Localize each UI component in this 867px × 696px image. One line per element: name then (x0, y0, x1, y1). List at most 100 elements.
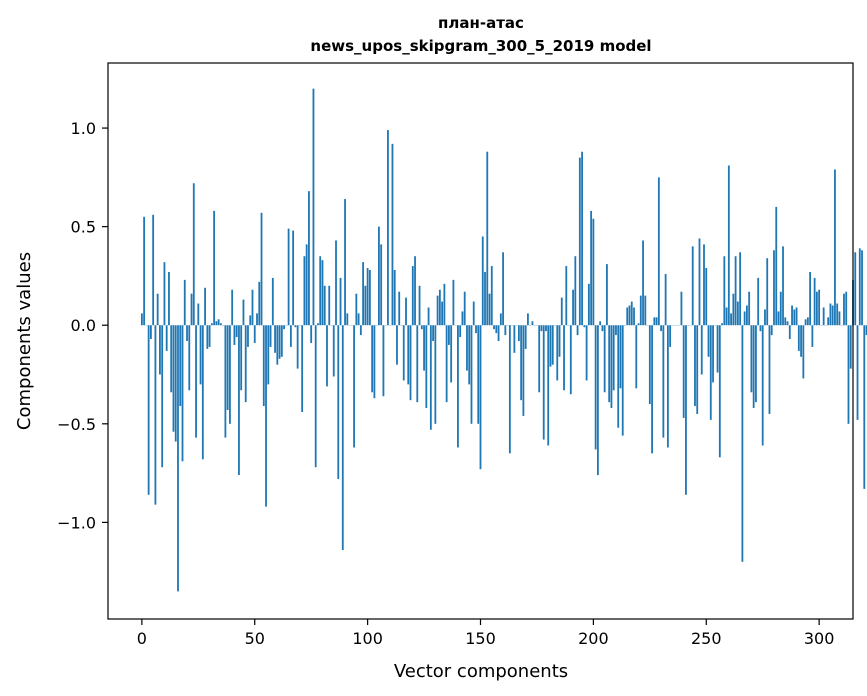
bar-252 (709, 325, 712, 420)
bar-72 (303, 256, 306, 326)
bar-219 (635, 325, 638, 389)
bar-259 (725, 307, 728, 326)
bar-130 (434, 325, 437, 424)
bar-213 (621, 325, 624, 436)
bar-46 (244, 325, 247, 403)
bar-69 (296, 325, 299, 369)
bar-99 (364, 285, 367, 326)
bar-255 (716, 325, 719, 373)
bar-152 (484, 271, 486, 326)
bar-114 (398, 291, 401, 326)
bar-23 (192, 183, 195, 326)
chart-subtitle: news_upos_skipgram_300_5_2019 model (310, 37, 651, 55)
x-tick-label: 150 (465, 629, 496, 648)
bar-167 (517, 325, 520, 341)
bar-131 (436, 295, 439, 326)
bar-177 (540, 325, 543, 332)
bar-230 (660, 325, 663, 332)
bar-58 (271, 277, 274, 326)
bar-119 (409, 325, 412, 401)
bar-181 (549, 325, 552, 367)
bar-210 (615, 325, 617, 336)
x-axis-label: Vector components (394, 661, 568, 682)
bar-140 (457, 325, 459, 448)
bar-296 (809, 271, 812, 326)
bar-66 (289, 325, 292, 347)
bar-149 (477, 325, 480, 424)
bar-15 (174, 325, 177, 442)
bar-297 (811, 325, 814, 347)
bar-163 (508, 325, 511, 454)
bar-143 (463, 291, 466, 326)
bar-18 (181, 325, 184, 462)
bar-266 (741, 325, 744, 562)
bar-305 (829, 303, 832, 326)
bar-79 (319, 256, 322, 326)
bar-19 (183, 279, 186, 326)
bar-184 (556, 325, 559, 381)
bar-35 (219, 323, 222, 326)
bar-4 (149, 325, 152, 340)
bar-282 (777, 311, 780, 326)
bar-199 (590, 210, 593, 326)
bar-241 (685, 325, 687, 495)
bar-40 (231, 289, 234, 326)
bar-32 (213, 210, 216, 326)
bar-53 (260, 212, 263, 326)
bar-179 (545, 325, 547, 332)
bar-146 (470, 325, 473, 424)
bar-168 (520, 325, 523, 401)
bar-212 (619, 325, 622, 389)
bar-314 (849, 325, 852, 369)
bar-24 (195, 325, 197, 438)
bar-299 (815, 291, 818, 326)
bar-71 (301, 325, 304, 412)
bar-161 (504, 325, 507, 336)
bar-44 (240, 325, 243, 391)
bar-275 (761, 325, 764, 446)
bar-258 (723, 256, 726, 326)
bar-311 (843, 293, 845, 326)
bar-225 (648, 325, 651, 405)
bar-233 (666, 325, 669, 448)
bar-156 (493, 325, 495, 330)
bar-112 (393, 270, 396, 326)
bar-85 (332, 325, 335, 377)
bar-3 (147, 325, 150, 495)
bar-77 (314, 325, 317, 468)
bar-68 (294, 325, 297, 328)
bar-97 (359, 325, 362, 336)
bar-98 (362, 262, 365, 326)
bar-22 (190, 293, 193, 326)
bar-45 (242, 299, 245, 326)
bar-218 (633, 307, 635, 326)
bar-264 (736, 301, 739, 326)
bar-317 (856, 325, 859, 420)
bar-134 (443, 283, 446, 326)
bar-281 (775, 206, 778, 326)
bar-14 (172, 325, 175, 432)
bar-126 (425, 325, 428, 409)
bar-122 (416, 325, 419, 403)
bar-229 (657, 177, 660, 326)
bar-47 (247, 325, 249, 347)
bar-42 (235, 325, 238, 338)
x-tick-label: 250 (691, 629, 722, 648)
chart-title: план-атас (438, 14, 524, 32)
bar-291 (797, 325, 800, 351)
bar-12 (168, 271, 170, 326)
bar-124 (420, 325, 423, 330)
bar-186 (560, 297, 563, 326)
bar-144 (466, 325, 468, 371)
bar-249 (703, 244, 705, 326)
x-tick-label: 50 (245, 629, 265, 648)
bar-155 (490, 266, 493, 326)
bar-78 (317, 323, 319, 326)
bar-234 (669, 325, 672, 347)
bar-271 (752, 325, 755, 409)
bar-49 (251, 289, 254, 326)
bar-56 (267, 325, 270, 385)
bar-215 (626, 307, 629, 326)
x-tick-label: 100 (352, 629, 383, 648)
bar-147 (472, 301, 475, 326)
